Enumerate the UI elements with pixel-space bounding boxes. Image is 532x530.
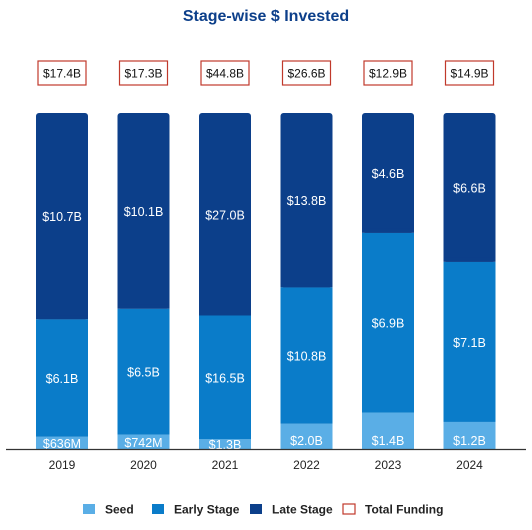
x-tick-label-2023: 2023 — [375, 458, 402, 472]
bar-segment-late-stage-2021 — [199, 113, 251, 316]
bar-segment-late-stage-2024 — [443, 113, 496, 262]
data-label-seed-2022: $2.0B — [290, 434, 323, 448]
bar-segment-early-stage-2020 — [117, 308, 170, 435]
total-funding-box-2023 — [363, 60, 413, 86]
data-label-early-stage-2020: $6.5B — [127, 366, 160, 380]
data-label-late-stage-2019: $10.7B — [42, 210, 82, 224]
total-funding-box-2020 — [118, 60, 169, 86]
data-label-seed-2021: $1.3B — [209, 438, 242, 452]
bar-segment-corner-2019 — [36, 315, 88, 320]
bar-segment-early-stage-2022 — [280, 287, 333, 424]
bar-segment-seed-2020 — [117, 434, 170, 449]
bar-segment-corner-2020 — [117, 304, 170, 309]
bar-segment-seed-2019 — [36, 436, 88, 449]
data-label-seed-2019: $636M — [43, 437, 81, 451]
total-funding-label-2021: $44.8B — [206, 67, 244, 81]
data-label-seed-2024: $1.2B — [453, 434, 486, 448]
legend-swatch-late-stage — [250, 504, 262, 514]
chart-title: Stage-wise $ Invested — [182, 8, 350, 25]
legend-swatch-total-funding — [342, 503, 356, 515]
legend-label-early-stage: Early Stage — [174, 503, 240, 517]
total-funding-box-2021 — [200, 60, 250, 86]
bar-segment-seed-2023 — [362, 412, 414, 449]
data-label-early-stage-2024: $7.1B — [453, 336, 486, 350]
legend-label-total-funding: Total Funding — [365, 503, 443, 517]
bar-segment-late-stage-2020 — [117, 113, 170, 309]
bar-segment-late-stage-2022 — [280, 113, 333, 288]
bar-segment-late-stage-2023 — [362, 113, 414, 233]
bar-segment-corner-2022 — [280, 283, 333, 288]
legend-label-late-stage: Late Stage — [272, 503, 333, 517]
data-label-early-stage-2023: $6.9B — [372, 317, 405, 331]
bar-segment-early-stage-2023 — [362, 232, 414, 413]
bar-segment-early-stage-2024 — [443, 261, 496, 422]
bar-segment-corner-2021 — [199, 311, 251, 316]
total-funding-label-2023: $12.9B — [369, 67, 407, 81]
bar-segment-seed-2024 — [443, 421, 496, 449]
bar-segment-corner-2023 — [362, 228, 414, 233]
total-funding-label-2024: $14.9B — [450, 67, 488, 81]
data-label-late-stage-2020: $10.1B — [124, 205, 164, 219]
total-funding-box-2022 — [281, 60, 332, 86]
legend-swatch-seed — [83, 504, 95, 514]
data-label-late-stage-2023: $4.6B — [372, 167, 405, 181]
data-label-early-stage-2022: $10.8B — [287, 350, 327, 364]
total-funding-label-2019: $17.4B — [43, 67, 81, 81]
legend-swatch-early-stage — [152, 504, 164, 514]
total-funding-label-2020: $17.3B — [124, 67, 162, 81]
total-funding-box-2024 — [444, 60, 495, 86]
bar-segment-early-stage-2019 — [36, 319, 88, 437]
legend-label-seed: Seed — [105, 503, 134, 517]
bar-segment-corner-2024 — [443, 257, 496, 262]
data-label-late-stage-2022: $13.8B — [287, 194, 327, 208]
bar-segment-late-stage-2019 — [36, 113, 88, 320]
data-label-late-stage-2021: $27.0B — [205, 208, 245, 222]
data-label-seed-2023: $1.4B — [372, 434, 405, 448]
x-tick-label-2022: 2022 — [293, 458, 320, 472]
x-tick-label-2021: 2021 — [212, 458, 239, 472]
x-tick-label-2020: 2020 — [130, 458, 157, 472]
bar-segment-seed-2022 — [280, 423, 333, 449]
data-label-seed-2020: $742M — [124, 436, 162, 450]
x-tick-label-2024: 2024 — [456, 458, 483, 472]
bar-segment-seed-2021 — [199, 439, 251, 449]
data-label-early-stage-2021: $16.5B — [205, 371, 245, 385]
total-funding-label-2022: $26.6B — [287, 67, 325, 81]
data-label-late-stage-2024: $6.6B — [453, 181, 486, 195]
x-tick-label-2019: 2019 — [49, 458, 76, 472]
total-funding-box-2019 — [37, 60, 87, 86]
bar-segment-early-stage-2021 — [199, 315, 251, 440]
data-label-early-stage-2019: $6.1B — [46, 372, 79, 386]
